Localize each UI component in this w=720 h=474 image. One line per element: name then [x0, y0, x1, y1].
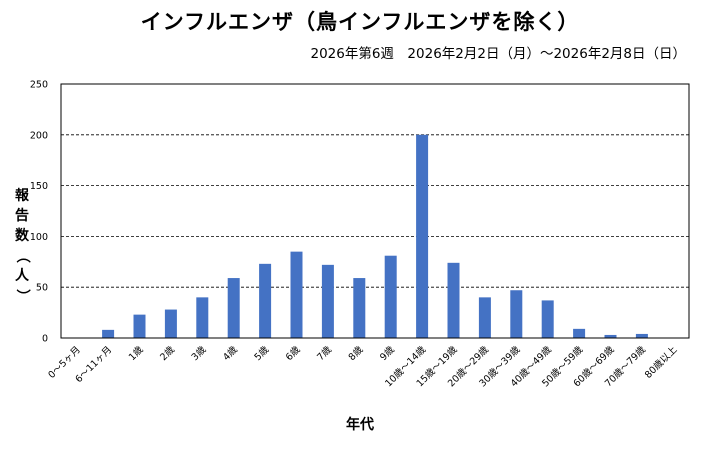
- y-tick-label: 50: [36, 283, 48, 294]
- x-tick-label: 8歳: [346, 343, 366, 363]
- plot-area-border: [60, 83, 690, 339]
- plot-frame: [60, 83, 690, 339]
- bar: [353, 278, 366, 338]
- x-tick-label: 3歳: [189, 343, 209, 363]
- y-axis-label-char: 報: [15, 188, 29, 204]
- bar: [321, 264, 334, 338]
- bar: [447, 262, 460, 338]
- y-tick-label: 250: [30, 80, 48, 91]
- y-axis-label: 報告数（人）: [12, 186, 32, 306]
- bar: [196, 297, 209, 338]
- bar: [416, 134, 429, 338]
- x-tick-label: 7歳: [315, 343, 335, 363]
- bar: [164, 309, 177, 338]
- bar: [510, 290, 523, 338]
- x-tick-label: 2歳: [158, 343, 178, 363]
- x-tick-label: 80歳以上: [642, 343, 680, 381]
- bar: [541, 300, 554, 338]
- y-tick-label: 200: [30, 130, 48, 141]
- y-tick-label: 100: [30, 232, 48, 243]
- bar: [573, 328, 586, 338]
- y-tick-labels: 0 50 100 150 200 250: [30, 80, 48, 345]
- bar: [227, 278, 240, 338]
- y-axis-label-char: 数: [15, 228, 29, 244]
- chart-subtitle: 2026年第6週 2026年2月2日（月）～2026年2月8日（日）: [310, 46, 686, 62]
- bars: [102, 134, 648, 338]
- x-tick-label: 4歳: [220, 343, 240, 363]
- bar: [635, 333, 648, 338]
- bar: [133, 314, 146, 338]
- y-axis-label-char: 人: [15, 268, 29, 284]
- x-tick-label: 1歳: [126, 343, 146, 363]
- y-tick-label: 0: [42, 334, 48, 345]
- x-tick-label: 5歳: [252, 343, 272, 363]
- bar: [102, 329, 115, 338]
- chart-title: インフルエンザ（鳥インフルエンザを除く）: [140, 10, 580, 34]
- y-tick-label: 150: [30, 181, 48, 192]
- bar: [604, 334, 617, 338]
- y-axis-label-char: 告: [15, 208, 29, 224]
- x-tick-label: 6歳: [283, 343, 303, 363]
- grid-lines: [61, 134, 689, 288]
- x-axis-label: 年代: [346, 417, 374, 433]
- x-tick-label: 9歳: [377, 343, 397, 363]
- bar: [290, 251, 303, 338]
- bar: [384, 255, 397, 338]
- bar: [259, 263, 272, 338]
- bar: [478, 297, 491, 338]
